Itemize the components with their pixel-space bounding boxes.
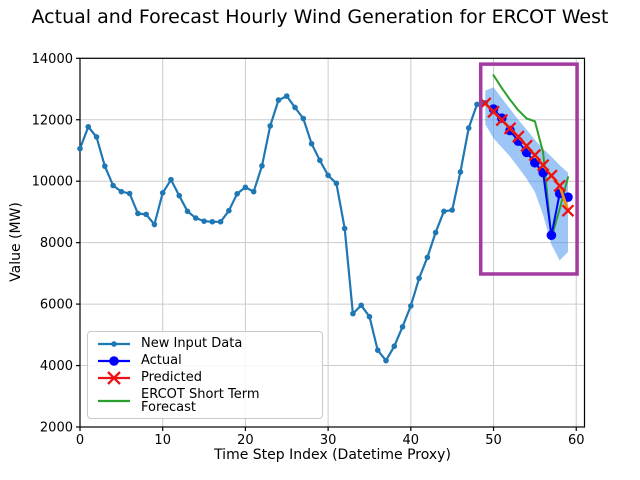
legend-label-ercot-forecast: ERCOT Short Term Forecast bbox=[141, 386, 260, 415]
legend-glyph-x bbox=[107, 370, 121, 385]
series-line-ercot-forecast bbox=[492, 74, 569, 239]
y-tick-label: 4000 bbox=[40, 359, 73, 374]
legend-glyph-ercot-forecast bbox=[98, 399, 130, 402]
legend-label-new-input-data: New Input Data bbox=[141, 336, 243, 351]
legend-item-actual: Actual bbox=[96, 354, 314, 368]
marker-dot-small-new-input-data bbox=[283, 93, 290, 99]
marker-dot-small-new-input-data bbox=[102, 163, 108, 169]
legend-item-predicted: Predicted bbox=[96, 370, 314, 385]
marker-dot-small-new-input-data bbox=[201, 218, 207, 224]
y-tick-label: 2000 bbox=[40, 421, 73, 436]
marker-dot-small-new-input-data bbox=[432, 229, 439, 236]
marker-dot-actual bbox=[488, 104, 499, 114]
marker-dot-small-new-input-data bbox=[391, 343, 398, 349]
marker-dot-small-new-input-data bbox=[424, 254, 431, 261]
legend-glyph-actual bbox=[98, 355, 130, 366]
marker-dot-small-new-input-data bbox=[366, 313, 373, 320]
marker-dot-small-new-input-data bbox=[135, 210, 141, 217]
marker-dot-small-new-input-data bbox=[184, 208, 191, 215]
marker-dot-small-new-input-data bbox=[383, 357, 389, 364]
marker-x-predicted bbox=[536, 158, 550, 172]
legend-glyph-dot-small bbox=[111, 340, 117, 347]
marker-dot-small-new-input-data bbox=[209, 218, 216, 225]
y-tick-label: 10000 bbox=[32, 175, 73, 190]
marker-dot-small-new-input-data bbox=[457, 169, 464, 175]
marker-dot-small-new-input-data bbox=[259, 163, 265, 169]
marker-dot-small-new-input-data bbox=[77, 145, 83, 152]
marker-dot-small-new-input-data bbox=[176, 192, 183, 199]
forecast-highlight-box bbox=[478, 62, 579, 276]
y-tick-label: 8000 bbox=[40, 236, 73, 251]
marker-dot-small-new-input-data bbox=[441, 208, 447, 215]
marker-dot-small-new-input-data bbox=[465, 125, 472, 131]
marker-dot-small-new-input-data bbox=[226, 207, 232, 214]
x-tick-label: 40 bbox=[403, 433, 420, 448]
marker-dot-actual bbox=[546, 230, 557, 241]
marker-dot-small-new-input-data bbox=[300, 115, 307, 122]
x-tick-label: 30 bbox=[320, 433, 337, 448]
y-tick-label: 6000 bbox=[40, 298, 73, 313]
marker-dot-small-new-input-data bbox=[85, 124, 92, 130]
marker-dot-small-new-input-data bbox=[93, 134, 100, 140]
series-line-new-input-data bbox=[78, 94, 487, 362]
marker-x-predicted bbox=[561, 204, 575, 218]
marker-x-predicted bbox=[553, 179, 567, 193]
marker-dot-small-new-input-data bbox=[143, 211, 149, 218]
marker-x-predicted bbox=[545, 169, 558, 182]
legend-item-ercot-forecast: ERCOT Short Term Forecast bbox=[96, 388, 314, 414]
marker-dot-small-new-input-data bbox=[217, 218, 224, 225]
marker-dot-small-new-input-data bbox=[350, 310, 356, 317]
y-axis-label: Value (MW) bbox=[8, 202, 24, 282]
marker-dot-small-new-input-data bbox=[358, 302, 364, 309]
marker-dot-small-new-input-data bbox=[292, 104, 298, 111]
marker-dot-small-new-input-data bbox=[399, 324, 406, 330]
marker-dot-small-new-input-data bbox=[118, 188, 125, 195]
marker-dot-small-new-input-data bbox=[333, 180, 340, 187]
marker-dot-small-new-input-data bbox=[317, 157, 323, 164]
marker-dot-small-new-input-data bbox=[374, 347, 381, 353]
marker-dot-small-new-input-data bbox=[151, 221, 158, 228]
marker-dot-small-new-input-data bbox=[416, 275, 422, 282]
marker-dot-small-new-input-data bbox=[192, 215, 199, 221]
marker-x-predicted bbox=[528, 148, 542, 162]
marker-dot-small-new-input-data bbox=[168, 176, 174, 183]
legend-label-predicted: Predicted bbox=[141, 370, 203, 385]
x-tick-label: 10 bbox=[154, 433, 171, 448]
marker-dot-small-new-input-data bbox=[408, 303, 414, 309]
legend-glyph-dot bbox=[109, 355, 119, 366]
legend-item-new-input-data: New Input Data bbox=[96, 337, 314, 351]
marker-dot-small-new-input-data bbox=[308, 140, 315, 147]
x-tick-label: 20 bbox=[237, 433, 254, 448]
chart-title: Actual and Forecast Hourly Wind Generati… bbox=[31, 6, 609, 28]
y-tick-label: 12000 bbox=[32, 113, 73, 128]
marker-dot-small-new-input-data bbox=[449, 207, 455, 213]
marker-dot-small-new-input-data bbox=[267, 123, 274, 129]
marker-dot-small-new-input-data bbox=[110, 182, 116, 189]
marker-dot-small-new-input-data bbox=[126, 190, 133, 197]
x-axis-label: Time Step Index (Datetime Proxy) bbox=[214, 447, 451, 463]
y-tick-label: 14000 bbox=[32, 52, 73, 67]
marker-dot-small-new-input-data bbox=[325, 172, 331, 179]
marker-dot-small-new-input-data bbox=[242, 184, 249, 191]
marker-dot-small-new-input-data bbox=[341, 225, 348, 232]
marker-dot-small-new-input-data bbox=[234, 190, 240, 197]
x-tick-label: 0 bbox=[76, 433, 84, 448]
legend: New Input Data Actual Predicted ERCOT Sh… bbox=[87, 331, 323, 419]
legend-glyph-predicted bbox=[98, 370, 130, 385]
legend-glyph-new-input-data bbox=[98, 340, 130, 347]
x-tick-label: 60 bbox=[568, 433, 585, 448]
marker-dot-small-new-input-data bbox=[250, 188, 257, 195]
marker-dot-actual bbox=[505, 125, 515, 136]
legend-label-actual: Actual bbox=[141, 353, 182, 368]
marker-dot-small-new-input-data bbox=[474, 101, 480, 108]
x-tick-label: 50 bbox=[485, 433, 502, 448]
marker-dot-small-new-input-data bbox=[275, 97, 282, 103]
marker-dot-small-new-input-data bbox=[159, 190, 166, 196]
